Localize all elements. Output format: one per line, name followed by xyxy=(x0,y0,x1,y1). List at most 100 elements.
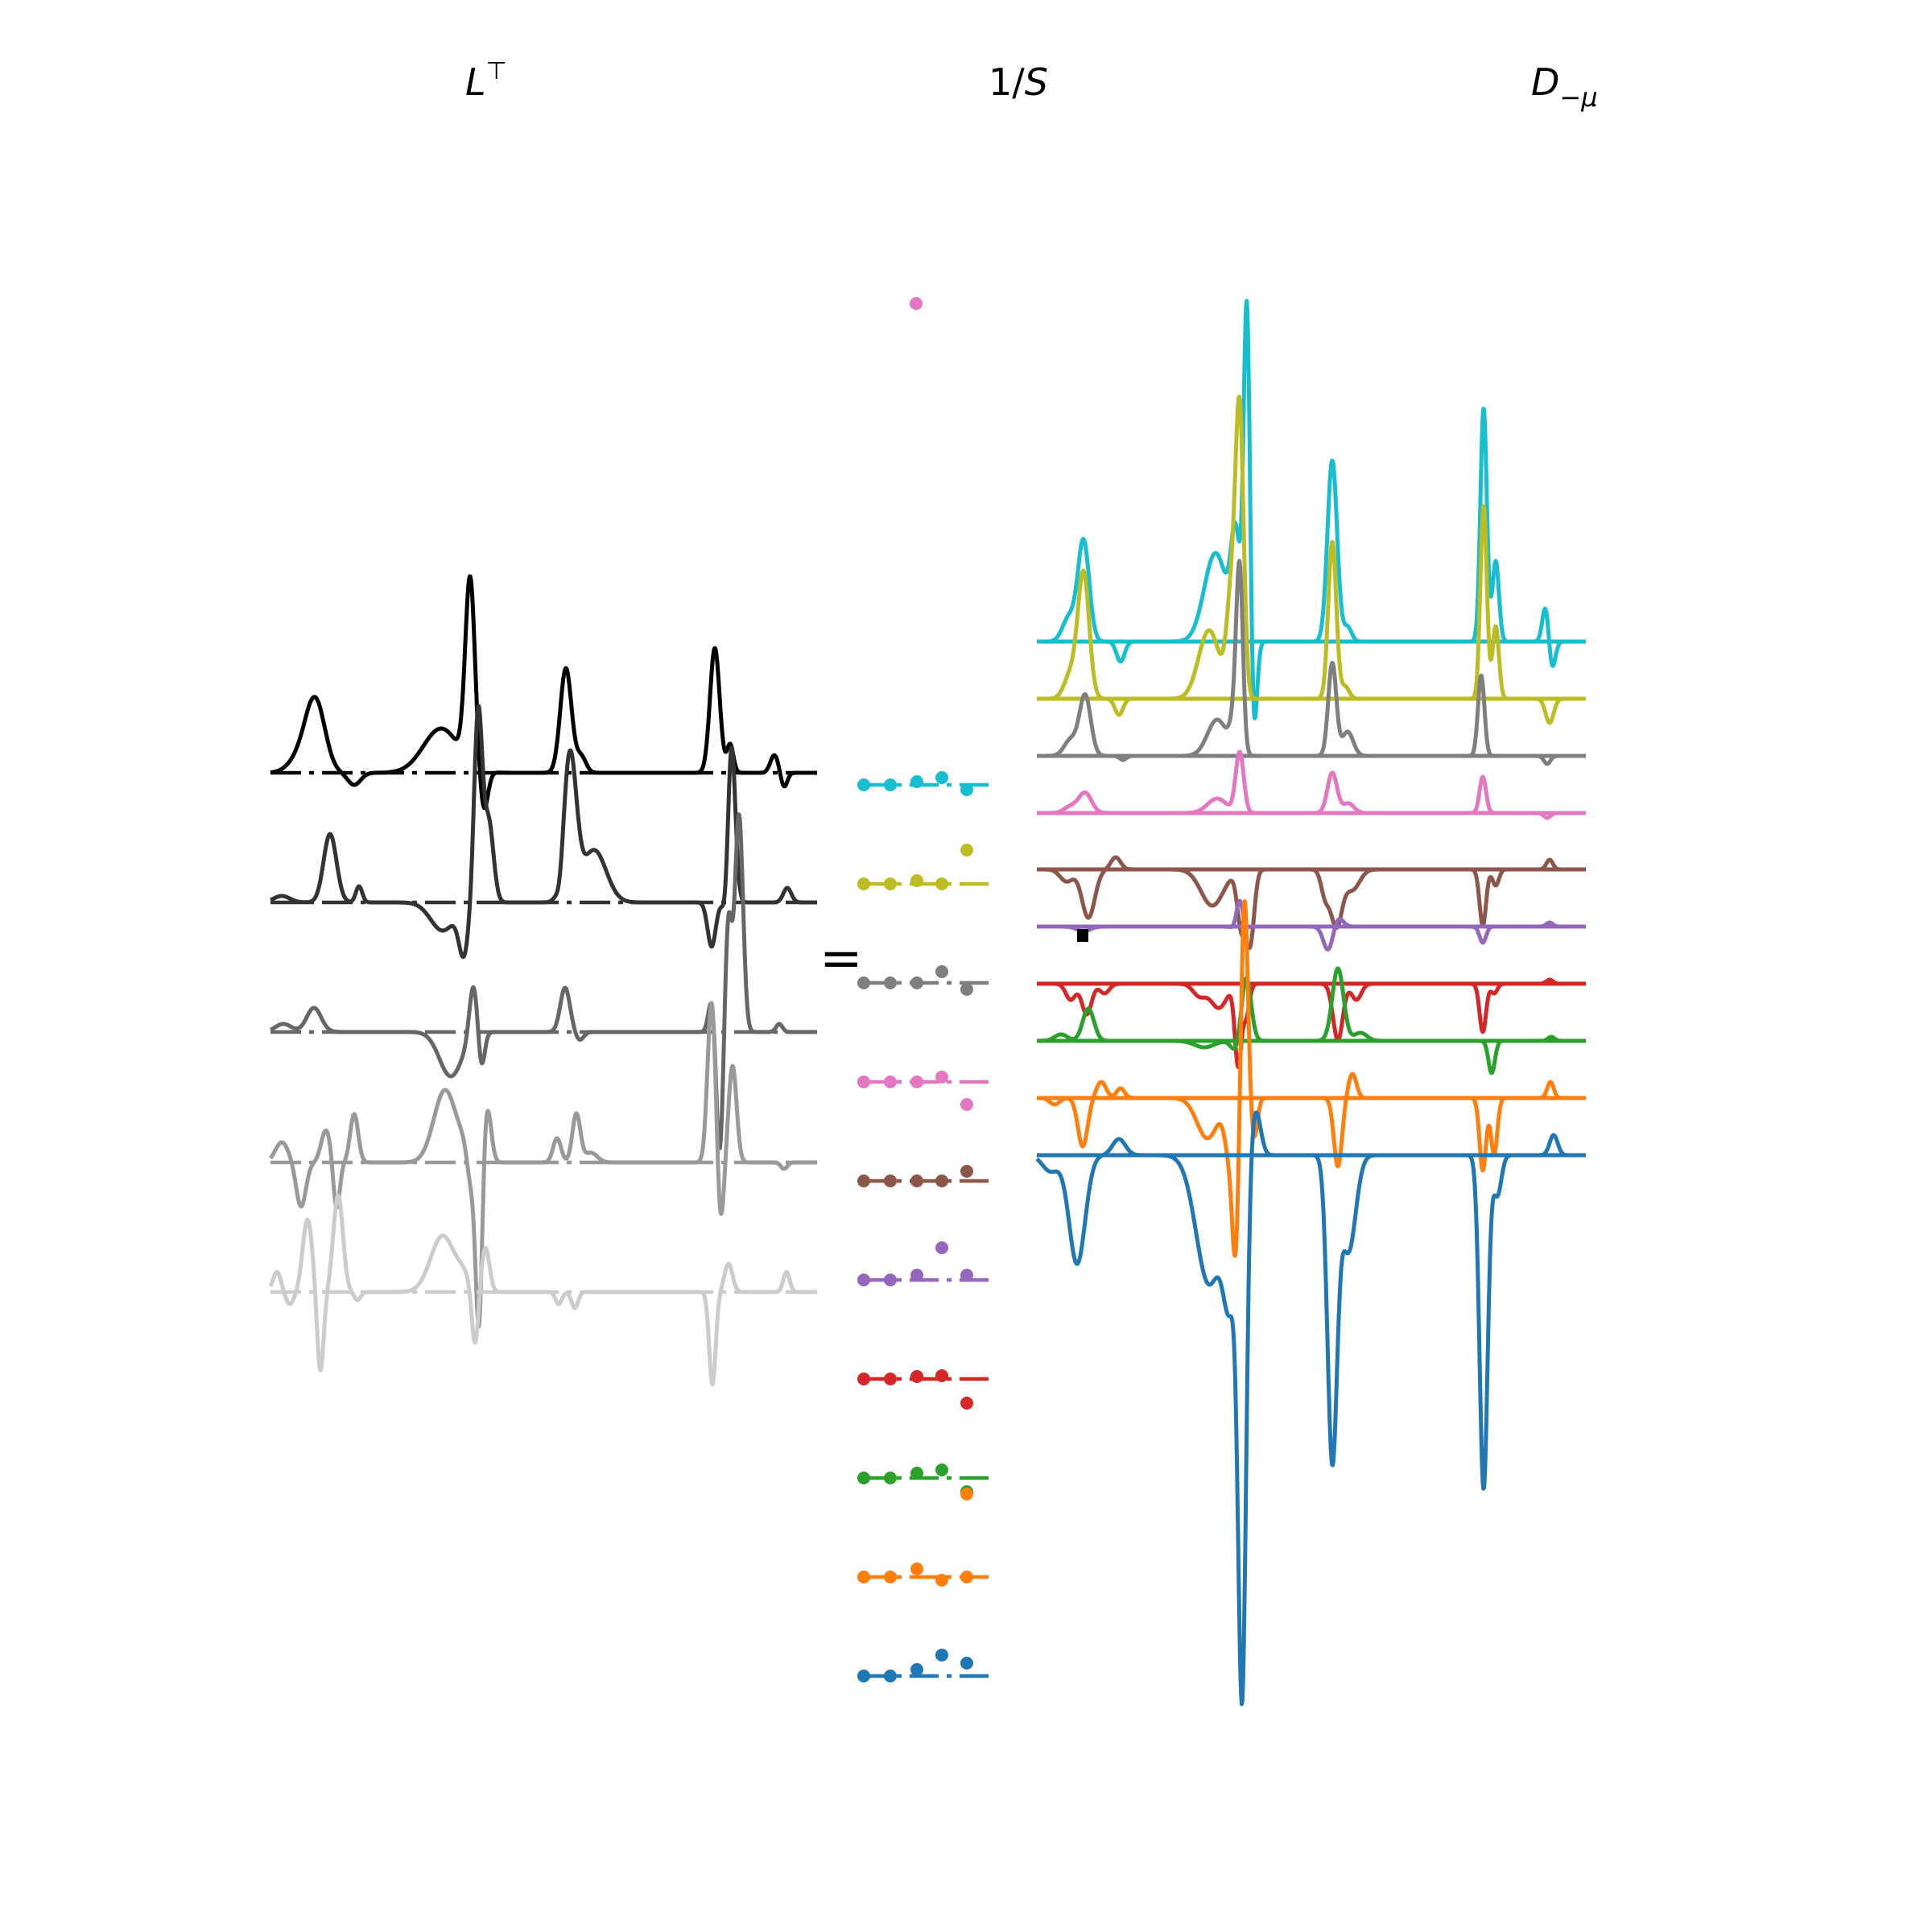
middle-dot xyxy=(884,1174,897,1187)
right-curve-7 xyxy=(1035,977,1587,1069)
middle-row-7 xyxy=(857,1369,992,1410)
middle-dot xyxy=(857,1075,870,1088)
right-panel xyxy=(1035,299,1587,1707)
middle-dot xyxy=(884,1472,897,1484)
middle-dot xyxy=(935,877,948,890)
middle-dot xyxy=(857,1670,870,1682)
middle-dot xyxy=(960,1657,973,1670)
right-curve-9 xyxy=(1035,899,1587,1258)
left-curve-3 xyxy=(269,812,819,1150)
right-panel-title: D−μ xyxy=(1531,60,1598,113)
middle-dot xyxy=(910,1370,923,1383)
middle-dot xyxy=(910,1174,923,1187)
middle-dot xyxy=(857,1174,870,1187)
middle-dot xyxy=(857,1373,870,1385)
right-signal-line xyxy=(1035,899,1587,1258)
middle-dot xyxy=(910,976,923,989)
middle-row-6 xyxy=(857,1241,992,1286)
middle-title-var: S xyxy=(1025,60,1048,104)
left-signal-line xyxy=(268,1193,819,1387)
middle-dot xyxy=(910,1663,923,1676)
left-panel-title: L⊤ xyxy=(465,57,507,104)
left-title-sup: ⊤ xyxy=(486,57,507,85)
middle-dot xyxy=(884,877,897,890)
right-curve-3 xyxy=(1035,559,1587,766)
right-curve-6 xyxy=(1035,898,1587,952)
middle-dot xyxy=(960,1165,973,1178)
middle-row-4 xyxy=(857,1071,992,1111)
middle-dot xyxy=(910,1563,923,1575)
middle-dot xyxy=(884,1075,897,1088)
right-signal-line xyxy=(1035,394,1587,725)
middle-row-1 xyxy=(857,771,992,796)
right-curve-10 xyxy=(1035,1110,1587,1707)
left-signal-line xyxy=(269,1001,819,1329)
right-signal-line xyxy=(1035,1110,1587,1707)
left-signal-line xyxy=(269,574,819,811)
middle-dot xyxy=(857,1571,870,1583)
middle-dot xyxy=(884,778,897,791)
middle-title-prefix: 1/ xyxy=(989,60,1025,104)
middle-dot xyxy=(884,1571,897,1583)
right-signal-line xyxy=(1035,749,1587,820)
middle-dot xyxy=(884,1373,897,1385)
middle-dot xyxy=(935,1174,948,1187)
equals-operator: = xyxy=(819,929,863,989)
middle-row-2 xyxy=(857,844,992,890)
middle-dot xyxy=(857,976,870,989)
left-curve-5 xyxy=(268,1193,819,1387)
middle-row-3 xyxy=(857,965,992,996)
middle-dot xyxy=(960,1571,973,1583)
middle-dot xyxy=(960,783,973,796)
right-curve-2 xyxy=(1035,394,1587,725)
middle-dot xyxy=(857,877,870,890)
middle-dot xyxy=(884,1274,897,1286)
left-curve-1 xyxy=(269,574,819,811)
middle-panel-title: 1/S xyxy=(989,60,1048,104)
middle-row-10 xyxy=(857,1649,992,1682)
right-curve-5 xyxy=(1035,855,1587,951)
middle-dot xyxy=(857,778,870,791)
right-signal-line xyxy=(1035,299,1587,720)
middle-dot xyxy=(960,1269,973,1282)
middle-dot xyxy=(960,983,973,996)
left-panel xyxy=(268,574,819,1387)
middle-outlier-dot xyxy=(910,297,923,310)
right-signal-line xyxy=(1035,977,1587,1069)
marker-square xyxy=(1077,929,1088,942)
middle-row-5 xyxy=(857,1165,992,1187)
middle-dot xyxy=(960,1098,973,1111)
middle-dot xyxy=(910,874,923,887)
right-title-sub: −μ xyxy=(1559,82,1597,113)
left-title-base: L xyxy=(465,60,486,104)
middle-outlier-dot xyxy=(960,1488,973,1501)
middle-panel xyxy=(857,297,992,1682)
middle-dot xyxy=(857,1472,870,1484)
left-signal-line xyxy=(269,704,819,960)
middle-dot xyxy=(910,1075,923,1088)
right-title-base: D xyxy=(1531,60,1559,104)
middle-dot xyxy=(935,1649,948,1662)
middle-dot xyxy=(935,1241,948,1254)
left-curve-4 xyxy=(269,1001,819,1329)
middle-dot xyxy=(857,1274,870,1286)
middle-dot xyxy=(910,1467,923,1480)
right-curve-8 xyxy=(1035,966,1587,1075)
right-curve-4 xyxy=(1035,749,1587,820)
middle-dot xyxy=(935,1463,948,1476)
middle-dot xyxy=(884,976,897,989)
middle-dot xyxy=(960,844,973,857)
middle-dot xyxy=(935,771,948,784)
left-curve-2 xyxy=(269,704,819,960)
right-curve-1 xyxy=(1035,299,1587,720)
middle-dot xyxy=(935,1071,948,1084)
middle-dot xyxy=(935,1369,948,1382)
middle-dot xyxy=(935,1574,948,1587)
middle-dot xyxy=(935,965,948,978)
middle-dot xyxy=(910,1269,923,1282)
middle-dot xyxy=(884,1670,897,1682)
middle-dot xyxy=(960,1397,973,1410)
left-signal-line xyxy=(269,812,819,1150)
middle-dot xyxy=(910,775,923,788)
